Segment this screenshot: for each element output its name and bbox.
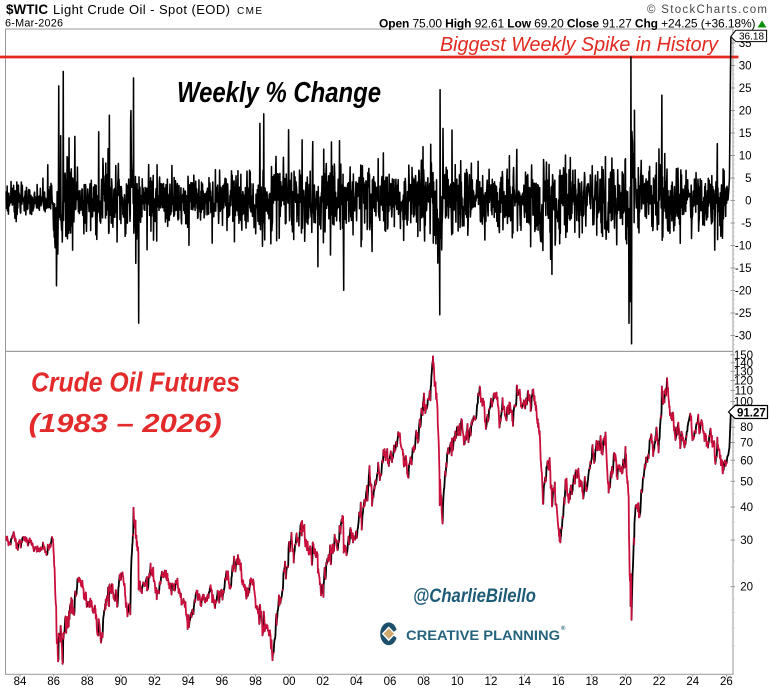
svg-text:91.27: 91.27: [737, 408, 766, 420]
svg-text:-5: -5: [741, 218, 751, 230]
svg-text:08: 08: [417, 676, 430, 688]
svg-text:®: ®: [561, 625, 566, 632]
svg-text:Weekly % Change: Weekly % Change: [177, 77, 381, 109]
svg-text:50: 50: [740, 476, 753, 488]
svg-text:84: 84: [14, 676, 27, 688]
svg-text:120: 120: [734, 376, 753, 388]
svg-text:10: 10: [451, 676, 464, 688]
svg-text:@CharlieBilello: @CharlieBilello: [413, 586, 536, 607]
svg-text:98: 98: [249, 676, 262, 688]
svg-text:90: 90: [115, 676, 128, 688]
svg-text:(1983 – 2026): (1983 – 2026): [29, 408, 222, 438]
svg-text:150: 150: [734, 350, 753, 362]
svg-text:06: 06: [384, 676, 397, 688]
svg-text:70: 70: [740, 438, 753, 450]
svg-text:-30: -30: [735, 331, 752, 343]
svg-text:6-Mar-2026: 6-Mar-2026: [5, 18, 63, 30]
svg-text:0: 0: [745, 196, 751, 208]
svg-text:140: 140: [734, 358, 753, 370]
svg-text:-25: -25: [735, 308, 752, 320]
svg-text:18: 18: [585, 676, 598, 688]
svg-text:94: 94: [182, 676, 195, 688]
svg-text:92: 92: [148, 676, 161, 688]
svg-text:$WTIC: $WTIC: [6, 2, 48, 17]
svg-text:30: 30: [739, 61, 752, 73]
svg-text:CME: CME: [237, 6, 262, 17]
svg-text:15: 15: [739, 128, 752, 140]
svg-text:20: 20: [739, 106, 752, 118]
svg-text:20: 20: [619, 676, 632, 688]
svg-text:130: 130: [734, 366, 753, 378]
svg-text:60: 60: [740, 455, 753, 467]
svg-text:22: 22: [653, 676, 666, 688]
svg-text:36.18: 36.18: [739, 32, 764, 43]
svg-text:04: 04: [350, 676, 363, 688]
svg-text:80: 80: [740, 422, 753, 434]
svg-text:26: 26: [720, 676, 733, 688]
svg-text:86: 86: [47, 676, 60, 688]
svg-text:© StockCharts.com: © StockCharts.com: [647, 4, 767, 16]
svg-text:25: 25: [739, 83, 752, 95]
svg-text:00: 00: [283, 676, 296, 688]
svg-text:Crude Oil Futures: Crude Oil Futures: [31, 367, 240, 398]
svg-text:5: 5: [745, 173, 751, 185]
svg-text:-20: -20: [735, 286, 752, 298]
svg-text:30: 30: [740, 535, 753, 547]
svg-text:Light Crude Oil - Spot (EOD): Light Crude Oil - Spot (EOD): [53, 2, 230, 17]
svg-text:Open 75.00 High 92.61 Low 69.2: Open 75.00 High 92.61 Low 69.20 Close 91…: [379, 17, 756, 31]
svg-text:20: 20: [740, 582, 753, 594]
svg-text:24: 24: [686, 676, 699, 688]
svg-text:CREATIVE PLANNING: CREATIVE PLANNING: [406, 628, 560, 643]
svg-text:16: 16: [552, 676, 565, 688]
svg-text:88: 88: [81, 676, 94, 688]
svg-text:-15: -15: [735, 263, 752, 275]
svg-text:-10: -10: [735, 241, 752, 253]
svg-text:02: 02: [316, 676, 329, 688]
svg-text:110: 110: [735, 386, 753, 398]
svg-text:Biggest Weekly Spike in Histor: Biggest Weekly Spike in History: [440, 33, 720, 56]
svg-text:40: 40: [740, 502, 753, 514]
svg-text:10: 10: [739, 151, 752, 163]
svg-text:96: 96: [215, 676, 228, 688]
svg-text:14: 14: [518, 676, 531, 688]
svg-text:12: 12: [485, 676, 498, 688]
